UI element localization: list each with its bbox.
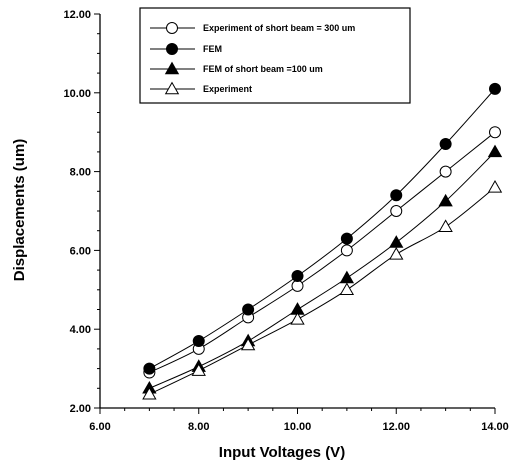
data-point — [192, 335, 205, 348]
y-tick-label: 2.00 — [70, 403, 91, 415]
x-tick-label: 14.00 — [481, 421, 509, 433]
data-point — [487, 144, 503, 158]
x-axis-label: Input Voltages (V) — [219, 444, 345, 461]
x-tick-label: 12.00 — [382, 421, 410, 433]
legend-label: Experiment — [203, 84, 252, 94]
axes: 2.00 4.00 6.00 8.00 10.00 12.00 6.00 8.00 10.00 1… — [63, 9, 508, 433]
legend-marker — [164, 61, 180, 75]
legend-marker — [166, 43, 178, 55]
legend-label: FEM — [203, 44, 222, 54]
legend-entry: FEM of short beam =100 um — [150, 61, 323, 75]
legend-entry: Experiment of short beam = 300 um — [150, 22, 355, 34]
legend-marker — [166, 22, 178, 34]
y-tick-label: 8.00 — [70, 167, 91, 179]
data-point — [142, 386, 157, 400]
data-point — [390, 205, 403, 217]
data-point — [489, 126, 501, 139]
data-point — [291, 270, 304, 283]
series-4 — [142, 180, 503, 400]
data-point — [389, 235, 404, 248]
series-2 — [143, 82, 501, 375]
data-point — [242, 303, 255, 316]
data-point — [438, 193, 453, 207]
legend: Experiment of short beam = 300 um FEM FEM … — [139, 7, 411, 104]
series-3 — [142, 144, 503, 394]
legend-entry: Experiment — [150, 81, 252, 95]
data-point — [489, 82, 501, 95]
series-layer — [142, 82, 503, 400]
legend-marker — [164, 81, 180, 95]
data-point — [439, 165, 452, 178]
y-tick-label: 4.00 — [70, 324, 91, 336]
data-point — [439, 138, 452, 151]
data-point — [143, 362, 156, 375]
data-point — [290, 312, 305, 325]
y-tick-label: 12.00 — [63, 9, 91, 21]
x-tick-label: 10.00 — [284, 421, 312, 433]
data-point — [389, 247, 404, 260]
data-point — [487, 180, 503, 193]
series-line — [149, 186, 496, 395]
y-axis-label: Displacements (um) — [11, 139, 28, 282]
y-tick-label: 10.00 — [63, 88, 91, 100]
data-point — [339, 270, 355, 284]
data-point — [340, 244, 353, 257]
x-tick-label: 8.00 — [188, 421, 209, 433]
legend-label: FEM of short beam =100 um — [203, 64, 323, 74]
y-tick-label: 6.00 — [70, 245, 91, 257]
legend-entry: FEM — [150, 43, 222, 55]
x-tick-label: 6.00 — [89, 421, 110, 433]
data-point — [438, 219, 453, 233]
data-point — [390, 189, 403, 202]
data-point — [340, 232, 353, 245]
data-point — [339, 282, 355, 296]
data-point — [240, 337, 256, 351]
legend-box — [139, 7, 411, 104]
legend-label: Experiment of short beam = 300 um — [203, 23, 355, 33]
data-point — [191, 363, 206, 376]
